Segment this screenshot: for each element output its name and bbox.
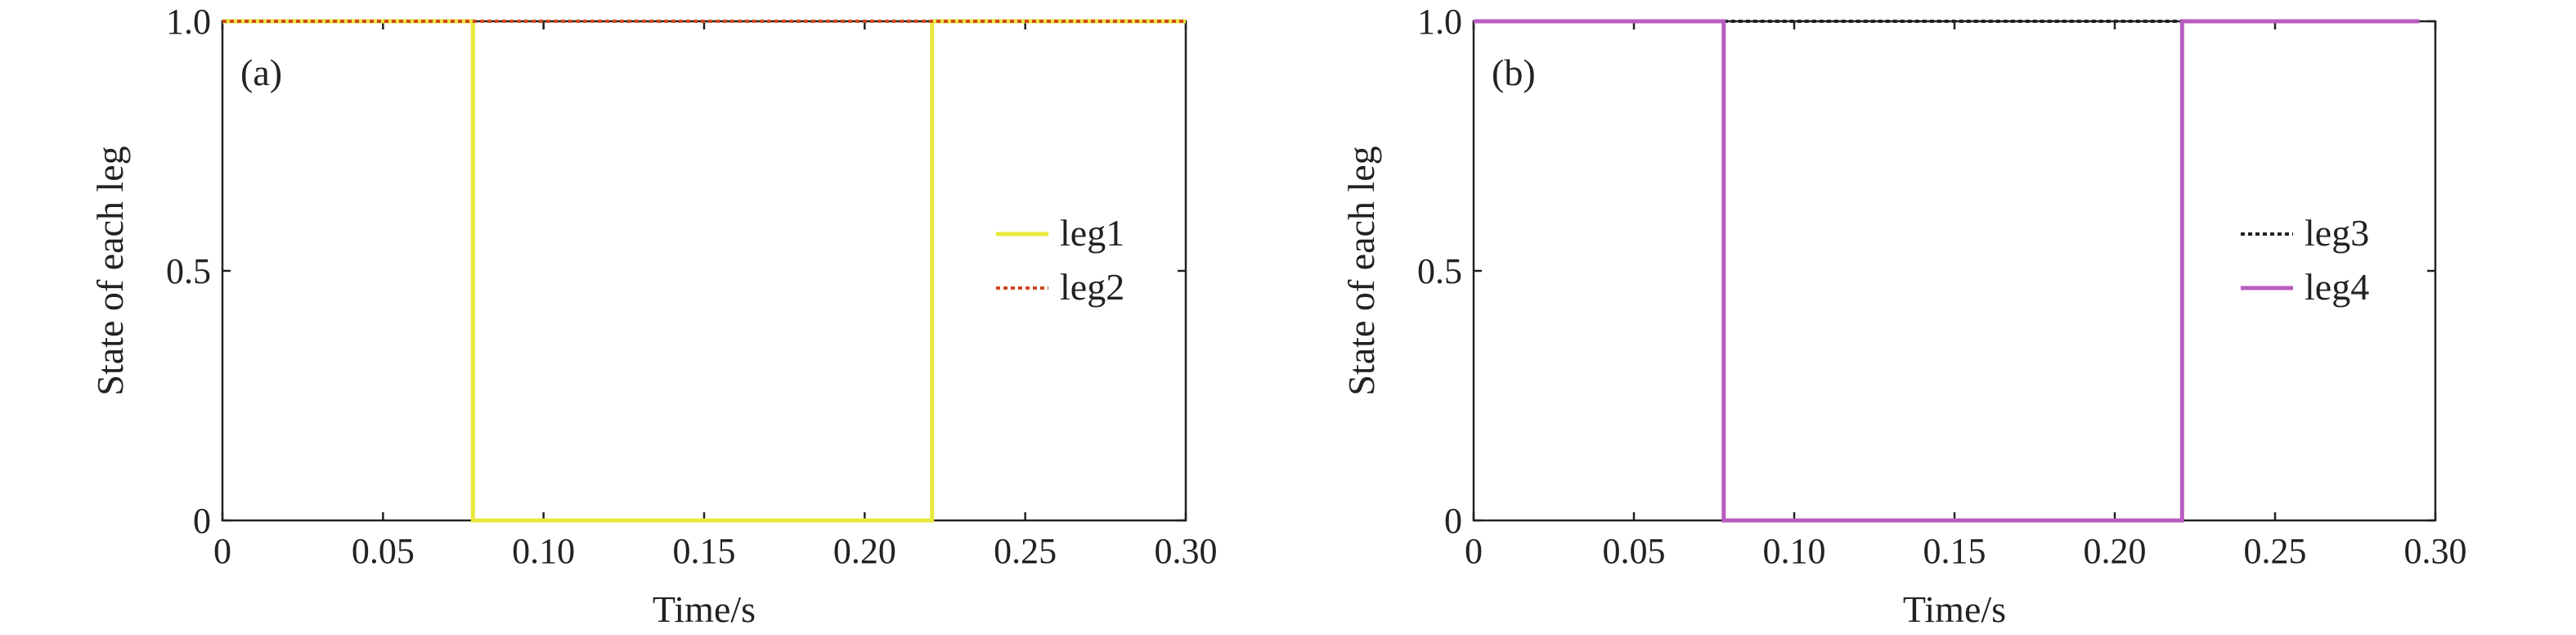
legend-label-leg3: leg3 bbox=[2304, 212, 2369, 254]
x-tick-label: 0.10 bbox=[512, 531, 575, 571]
x-tick-label: 0.05 bbox=[1603, 531, 1666, 571]
panel-label: (b) bbox=[1492, 52, 1536, 93]
x-axis-label: Time/s bbox=[1903, 588, 2006, 630]
panel-label: (a) bbox=[240, 52, 282, 93]
legend-label-leg2: leg2 bbox=[1060, 266, 1124, 308]
x-tick-label: 0.15 bbox=[1923, 531, 1986, 571]
series-line-leg4 bbox=[1474, 19, 2420, 523]
plot-frame bbox=[1472, 20, 2437, 522]
y-tick-label: 0 bbox=[1444, 501, 1462, 541]
chart-panel-b: 0 0.05 0.10 0.15 0.20 0.25 0.30 0 0.5 1.0 Time/s St… bbox=[1340, 2, 2467, 630]
legend-label-leg1: leg1 bbox=[1060, 212, 1124, 254]
y-tick-label: 0 bbox=[193, 501, 211, 541]
x-tick-label: 0.15 bbox=[673, 531, 736, 571]
x-axis-label: Time/s bbox=[653, 588, 756, 630]
x-tick-label: 0 bbox=[213, 531, 231, 571]
y-axis-label: State of each leg bbox=[89, 146, 131, 395]
x-tick-label: 0.10 bbox=[1763, 531, 1826, 571]
x-tick-label: 0 bbox=[1465, 531, 1483, 571]
plot-frame bbox=[221, 20, 1187, 522]
series-line-leg1 bbox=[222, 19, 1186, 523]
y-tick-label: 0.5 bbox=[1417, 251, 1462, 291]
chart-panel-a: 0 0.05 0.10 0.15 0.20 0.25 0.30 0 0.5 1.0 Time/s St… bbox=[89, 2, 1218, 630]
y-axis-label: State of each leg bbox=[1340, 146, 1382, 395]
x-tick-label: 0.30 bbox=[1155, 531, 1218, 571]
legend-label-leg4: leg4 bbox=[2304, 266, 2369, 308]
x-tick-label: 0.25 bbox=[2244, 531, 2307, 571]
y-tick-label: 1.0 bbox=[1417, 2, 1462, 42]
x-tick-label: 0.20 bbox=[833, 531, 896, 571]
y-tick-label: 1.0 bbox=[166, 2, 211, 42]
x-tick-label: 0.30 bbox=[2404, 531, 2467, 571]
x-tick-label: 0.25 bbox=[994, 531, 1057, 571]
x-tick-label: 0.20 bbox=[2084, 531, 2147, 571]
y-tick-label: 0.5 bbox=[166, 251, 211, 291]
x-tick-label: 0.05 bbox=[352, 531, 415, 571]
